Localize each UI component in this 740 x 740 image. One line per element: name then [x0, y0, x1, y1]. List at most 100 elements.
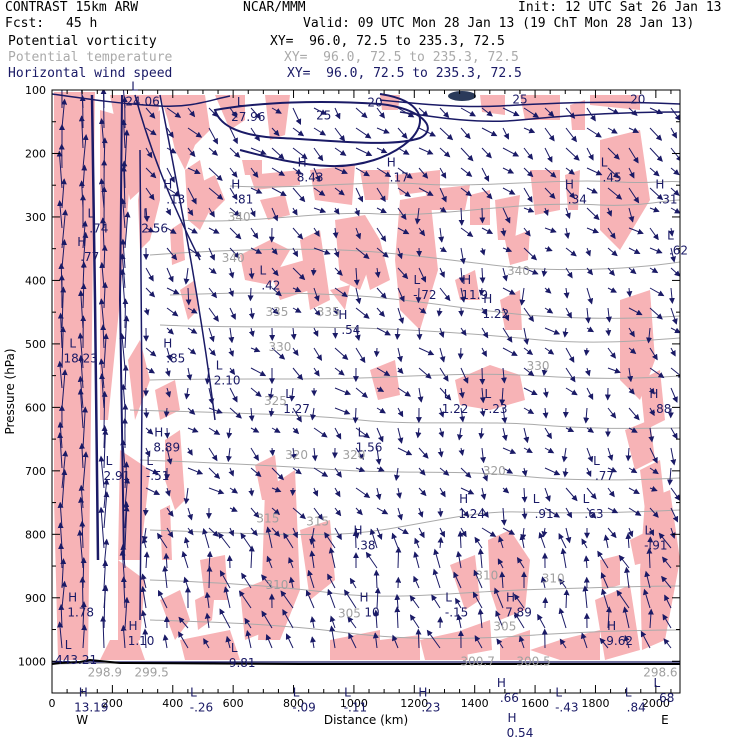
wind-vector	[418, 527, 425, 539]
wind-vector	[208, 107, 219, 118]
extremum-marker: H	[231, 178, 240, 192]
wind-vector	[586, 267, 594, 276]
wind-vector	[559, 578, 567, 589]
wind-vector	[648, 387, 655, 395]
extremum-marker: L	[645, 524, 652, 538]
theta-contour-label: 299.5	[134, 666, 168, 680]
wind-vector	[583, 407, 590, 424]
wind-vector	[518, 635, 525, 649]
wind-vector	[479, 247, 486, 256]
wind-vector	[649, 307, 663, 320]
wind-vector	[479, 267, 486, 284]
wind-vector	[229, 367, 236, 376]
wind-vector	[120, 543, 127, 569]
wind-vector	[250, 507, 260, 519]
wind-vector	[544, 347, 555, 355]
wind-vector	[229, 227, 242, 240]
wind-vector	[414, 537, 420, 549]
theta-contour-label: 305	[493, 619, 516, 633]
wind-vector	[544, 507, 561, 518]
wind-vector	[502, 307, 510, 322]
extremum-marker: H	[565, 178, 574, 192]
extremum-value: .62	[669, 244, 688, 258]
extremum-marker: L	[143, 206, 150, 220]
wind-vector	[477, 548, 484, 569]
extremum-value: 1.22	[482, 307, 509, 321]
wind-vector	[290, 447, 297, 460]
wind-vector	[585, 307, 591, 324]
pv-shading	[54, 92, 680, 660]
extremum-marker: H	[462, 273, 471, 287]
wind-vector	[397, 267, 409, 280]
wind-vector	[145, 187, 155, 201]
wind-vector	[502, 207, 511, 224]
wind-vector	[166, 107, 182, 118]
x-tick-label: 1000	[340, 697, 368, 710]
wind-vector	[649, 227, 659, 241]
wind-vector	[523, 127, 536, 134]
wind-vector	[271, 187, 287, 196]
wind-vector	[516, 556, 525, 569]
wind-vector	[439, 287, 451, 302]
y-tick-label: 300	[25, 211, 46, 224]
wind-vector	[225, 447, 232, 463]
wind-vector	[145, 467, 159, 475]
x-tick-label: 200	[102, 697, 123, 710]
wind-vector	[477, 608, 484, 629]
wind-vector	[628, 427, 638, 433]
wind-vector	[416, 327, 423, 341]
wind-vector	[622, 606, 630, 629]
extremum-value: 1.78	[67, 605, 94, 619]
wind-vector	[249, 207, 256, 218]
wind-vector	[271, 207, 279, 222]
wind-vector	[433, 548, 441, 569]
wind-vector	[607, 187, 623, 200]
wind-vector	[208, 287, 218, 299]
wind-vector	[607, 447, 614, 462]
wind-vector	[565, 426, 575, 433]
wind-vector	[375, 487, 382, 501]
wind-vector	[119, 333, 126, 369]
wind-vector	[102, 560, 109, 589]
wind-vector	[607, 247, 618, 257]
theta-contour-label: 340	[222, 251, 245, 265]
wind-vector	[415, 287, 422, 304]
extremum-value: 2.10	[214, 374, 241, 388]
wind-vector	[460, 487, 475, 495]
wind-vector	[144, 447, 151, 458]
wind-vector	[540, 576, 547, 589]
extremum-marker: L	[146, 454, 153, 468]
wind-vector	[523, 167, 534, 178]
wind-vector	[183, 487, 190, 505]
wind-vector	[292, 227, 304, 240]
field-xy-pv: XY= 96.0, 72.5 to 235.3, 72.5	[270, 34, 505, 49]
extremum-value: -.51	[146, 469, 169, 483]
wind-vector	[479, 207, 486, 224]
wind-vector	[648, 427, 655, 443]
wind-vector	[418, 367, 432, 379]
wind-vector	[187, 207, 194, 217]
wind-vector	[502, 447, 517, 455]
wind-vector	[376, 127, 390, 134]
wind-vector	[523, 427, 530, 444]
wind-vector	[453, 571, 462, 589]
wind-vector	[607, 267, 615, 276]
extremum-marker: L	[593, 454, 600, 468]
wind-vector	[496, 638, 504, 649]
wind-vector	[291, 207, 298, 216]
contour-labels: 340 340 340 335 335 330 330 325 320 320 320 315 315 3…	[55, 79, 688, 740]
wind-vector	[208, 427, 221, 435]
wind-vector	[494, 587, 504, 609]
wind-vector	[586, 187, 598, 194]
wind-vector	[57, 621, 64, 649]
wind-vector	[417, 387, 424, 403]
theta-contour-label: 320	[483, 464, 506, 478]
init-time: Init: 12 UTC Sat 26 Jan 13	[518, 0, 722, 15]
wind-vector	[418, 467, 426, 476]
extremum-marker: H	[507, 711, 516, 725]
wind-vector	[439, 206, 447, 213]
wind-vector	[376, 507, 389, 515]
wind-vector	[334, 427, 342, 440]
wind-vector	[313, 307, 321, 317]
wind-vector	[334, 527, 342, 541]
